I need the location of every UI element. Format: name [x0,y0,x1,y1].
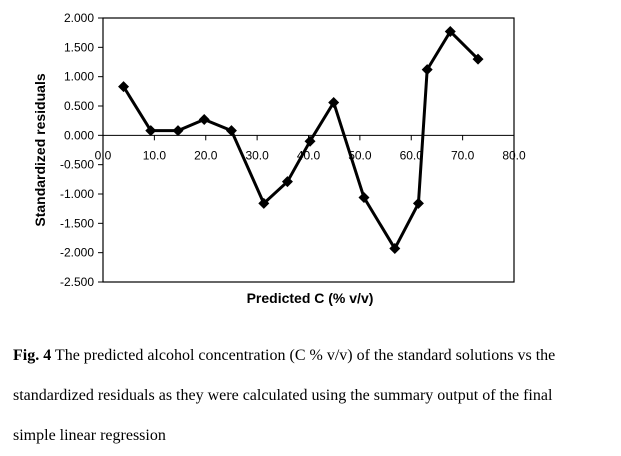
y-tick-label: -2.500 [60,275,94,289]
data-point-marker [281,176,293,188]
y-tick-label: -0.500 [60,158,94,172]
y-tick-label: -1.000 [60,187,94,201]
data-point-marker [421,64,433,76]
y-axis-title: Standardized residuals [32,73,48,226]
data-point-marker [412,197,424,209]
x-tick-label: 50.0 [348,148,372,162]
data-point-marker [145,125,157,137]
y-tick-label: 1.000 [64,70,94,84]
x-axis-title: Predicted C (% v/v) [247,290,374,306]
data-point-marker [358,192,370,204]
x-tick-label: 10.0 [143,148,167,162]
caption-line-1: The predicted alcohol concentration (C %… [51,347,556,364]
residual-chart: 0.0 10.0 20.0 30.0 40.0 50.0 60.0 70.0 80.0 2.00… [32,11,526,306]
data-point-marker [328,96,340,108]
y-axis-ticks: 2.000 1.500 1.000 0.500 0.000 -0.500 -1.000 -1.… [60,11,103,289]
residual-markers [118,25,484,255]
data-point-marker [225,125,237,137]
data-point-marker [304,135,316,147]
residual-series-line [122,29,480,251]
plot-area [102,17,515,283]
y-tick-label: 2.000 [64,11,94,25]
x-tick-label: 80.0 [502,148,526,162]
x-tick-label: 20.0 [194,148,218,162]
y-tick-label: -1.500 [60,216,94,230]
figure-label: Fig. 4 [13,347,52,364]
data-point-marker [118,81,130,93]
data-point-marker [258,197,270,209]
x-tick-label: 60.0 [400,148,424,162]
data-point-marker [172,125,184,137]
data-point-marker [389,243,401,255]
y-tick-label: 1.500 [64,40,94,54]
data-point-marker [198,113,210,125]
data-point-marker [444,25,456,37]
y-tick-label: 0.000 [64,128,94,142]
figure-caption: Fig. 4 The predicted alcohol concentrati… [13,336,613,456]
caption-line-2: standardized residuals as they were calc… [13,387,553,404]
y-tick-label: -2.000 [60,246,94,260]
y-tick-label: 0.500 [64,99,94,113]
x-tick-label: 70.0 [451,148,475,162]
data-point-marker [472,53,484,65]
caption-line-3: simple linear regression [13,427,166,444]
x-tick-label: 30.0 [245,148,269,162]
x-tick-label: 0.0 [95,148,112,162]
